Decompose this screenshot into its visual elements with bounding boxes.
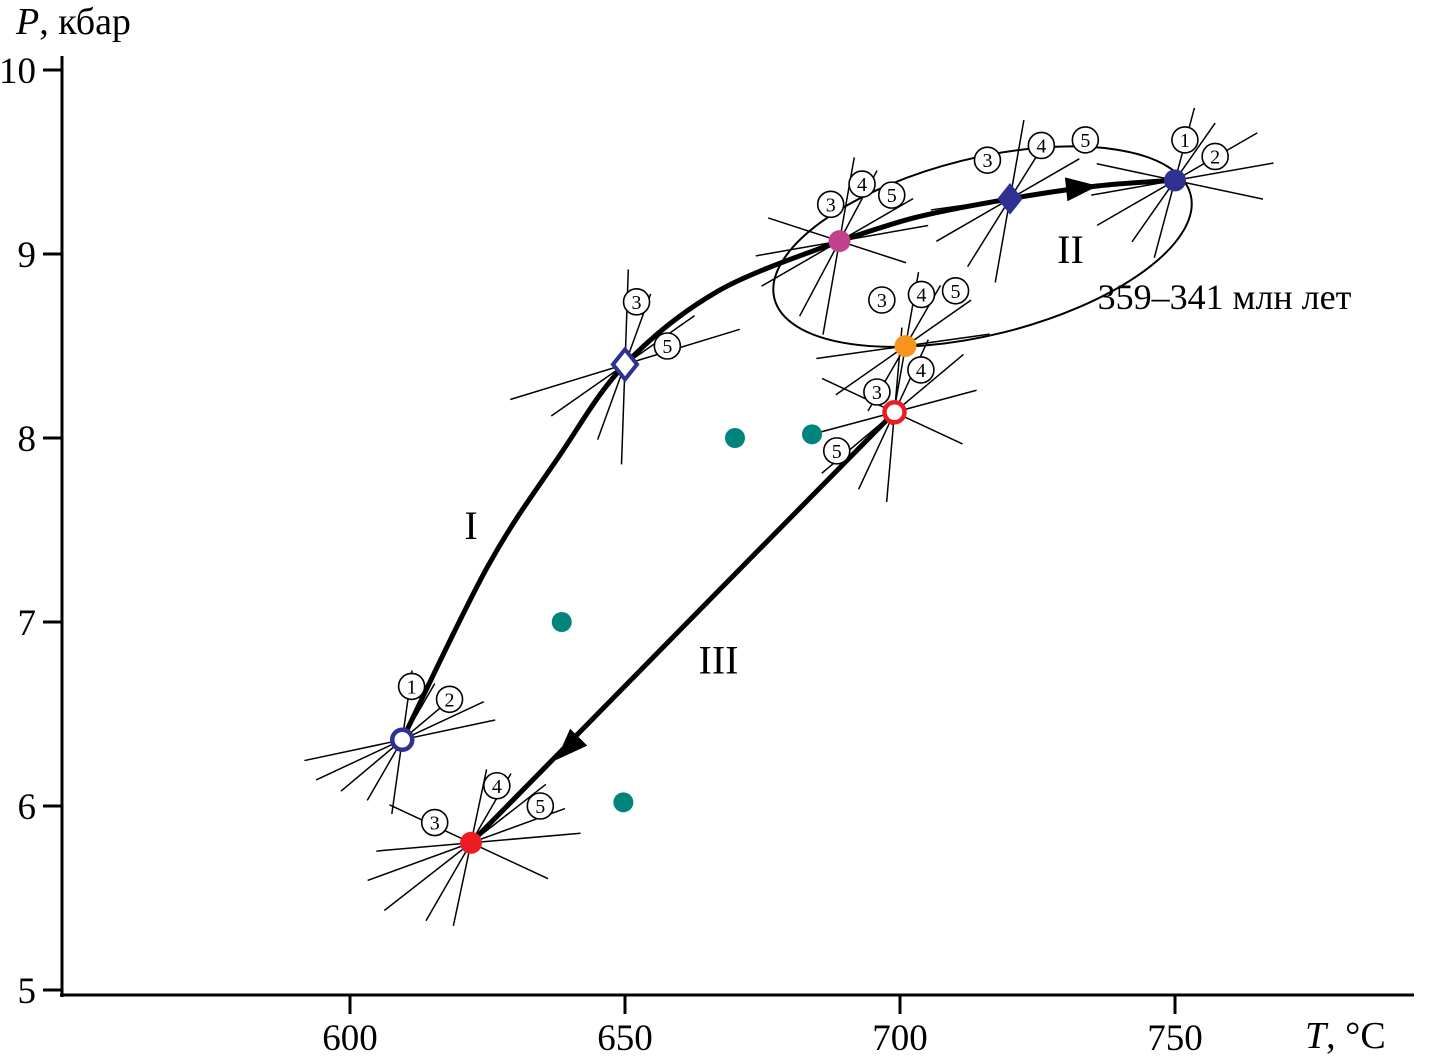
marker-stage2-point bbox=[997, 182, 1023, 215]
svg-text:3: 3 bbox=[872, 382, 882, 404]
y-tick-label: 8 bbox=[18, 419, 37, 460]
svg-text:4: 4 bbox=[492, 776, 502, 798]
circled-number-1: 1 bbox=[1171, 126, 1199, 154]
circled-number-3: 3 bbox=[868, 286, 896, 314]
y-axis-title: P, кбар bbox=[15, 1, 131, 43]
segment-label-II: II bbox=[1057, 227, 1084, 272]
svg-text:1: 1 bbox=[1180, 130, 1190, 152]
x-tick-label: 700 bbox=[872, 1018, 928, 1059]
svg-text:5: 5 bbox=[832, 441, 842, 463]
svg-text:2: 2 bbox=[1210, 146, 1220, 168]
svg-text:3: 3 bbox=[632, 292, 642, 314]
x-axis-title: T, °C bbox=[1305, 1015, 1386, 1057]
circled-number-5: 5 bbox=[877, 181, 906, 209]
y-tick-label: 7 bbox=[18, 603, 37, 644]
svg-text:4: 4 bbox=[916, 284, 926, 306]
svg-text:5: 5 bbox=[662, 336, 672, 358]
circled-number-5: 5 bbox=[822, 437, 851, 465]
circled-number-4: 4 bbox=[907, 280, 936, 309]
circled-number-3: 3 bbox=[973, 146, 1002, 174]
marker-stage3-end bbox=[460, 831, 482, 854]
pt-path-III bbox=[468, 409, 897, 846]
marker-stage1-peak bbox=[828, 230, 851, 253]
marker-stage1-mid bbox=[610, 346, 640, 383]
svg-text:5: 5 bbox=[1080, 130, 1090, 152]
circled-number-2: 2 bbox=[435, 685, 464, 714]
svg-text:3: 3 bbox=[826, 194, 836, 216]
aux-sample-point bbox=[551, 612, 572, 632]
circled-number-4: 4 bbox=[848, 170, 876, 198]
circled-number-5: 5 bbox=[653, 332, 682, 360]
circled-number-3: 3 bbox=[863, 378, 891, 406]
x-tick-label: 650 bbox=[597, 1018, 653, 1059]
aux-sample-point bbox=[725, 428, 745, 448]
svg-text:4: 4 bbox=[857, 174, 867, 196]
x-tick-label: 600 bbox=[322, 1018, 378, 1059]
circled-number-5: 5 bbox=[526, 792, 555, 820]
pt-path-I bbox=[399, 238, 842, 743]
svg-text:1: 1 bbox=[407, 676, 417, 698]
circled-number-4: 4 bbox=[907, 356, 935, 384]
svg-text:5: 5 bbox=[951, 281, 961, 303]
y-tick-label: 10 bbox=[0, 51, 36, 92]
circled-number-4: 4 bbox=[1027, 131, 1056, 160]
marker-stage2-peak bbox=[1164, 169, 1186, 192]
circled-number-3: 3 bbox=[420, 808, 449, 837]
arrowhead-path-II bbox=[1064, 177, 1098, 202]
svg-text:3: 3 bbox=[877, 290, 887, 312]
svg-text:5: 5 bbox=[535, 796, 545, 818]
segment-label-III: III bbox=[699, 638, 739, 683]
svg-text:5: 5 bbox=[887, 185, 897, 207]
arrowhead-path-III bbox=[556, 728, 588, 760]
marker-stage3-start bbox=[882, 399, 907, 425]
circled-number-3: 3 bbox=[816, 190, 845, 219]
svg-text:3: 3 bbox=[982, 150, 992, 172]
segment-label-I: I bbox=[464, 503, 477, 548]
circled-number-3: 3 bbox=[622, 288, 651, 316]
svg-text:3: 3 bbox=[430, 813, 440, 835]
age-label: 359–341 млн лет bbox=[1098, 277, 1352, 317]
circled-number-4: 4 bbox=[483, 771, 511, 800]
y-tick-label: 5 bbox=[18, 971, 37, 1012]
svg-text:4: 4 bbox=[916, 360, 926, 382]
marker-stage1-start bbox=[390, 727, 415, 753]
y-tick-label: 6 bbox=[18, 787, 37, 828]
aux-sample-point bbox=[802, 424, 822, 445]
y-tick-label: 9 bbox=[18, 235, 37, 276]
marker-stage2-mid bbox=[894, 335, 917, 357]
x-tick-label: 750 bbox=[1147, 1018, 1203, 1059]
circled-number-5: 5 bbox=[1071, 126, 1100, 154]
svg-text:4: 4 bbox=[1036, 135, 1046, 157]
circled-number-5: 5 bbox=[941, 276, 970, 305]
circled-number-2: 2 bbox=[1201, 142, 1229, 171]
svg-text:2: 2 bbox=[445, 689, 455, 711]
circled-number-1: 1 bbox=[397, 672, 426, 701]
aux-sample-point bbox=[613, 792, 634, 813]
stage2-loop-ellipse bbox=[772, 145, 1193, 348]
